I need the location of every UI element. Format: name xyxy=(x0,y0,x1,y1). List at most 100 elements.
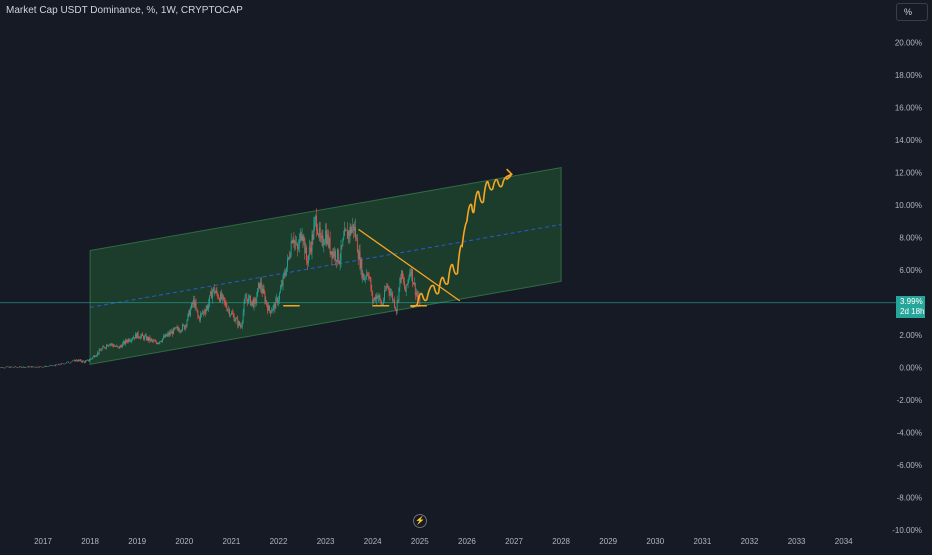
candle-body xyxy=(118,346,120,349)
candle-body xyxy=(132,338,134,340)
candle-body xyxy=(88,360,90,361)
candle-body xyxy=(104,346,105,348)
candle-body xyxy=(339,260,341,264)
candle-body xyxy=(368,276,370,278)
candle-body xyxy=(315,216,317,220)
candle-body xyxy=(407,279,409,285)
candle-body xyxy=(43,366,45,368)
candle-body xyxy=(275,298,277,309)
candle-body xyxy=(351,228,353,234)
candle-body xyxy=(70,361,72,363)
candle-body xyxy=(179,330,181,332)
candle-body xyxy=(109,344,111,345)
candle-body xyxy=(19,366,20,368)
candle-body xyxy=(393,299,394,301)
candle-body xyxy=(83,360,85,362)
candle-body xyxy=(240,325,241,327)
candle-body xyxy=(8,366,9,368)
candle-body xyxy=(74,359,76,362)
candle-body xyxy=(213,287,215,294)
candle-body xyxy=(177,327,179,330)
candle-body xyxy=(267,304,269,311)
candle-body xyxy=(365,273,367,278)
candle-body xyxy=(405,284,407,292)
x-tick-label: 2022 xyxy=(270,537,288,546)
candle-body xyxy=(295,241,297,244)
candle-body xyxy=(416,292,418,296)
candle-body xyxy=(349,227,351,236)
candle-body xyxy=(408,277,410,280)
candle-body xyxy=(34,366,36,368)
candle-body xyxy=(369,277,371,280)
candle-body xyxy=(319,227,321,238)
candle-body xyxy=(176,327,178,328)
candle-body xyxy=(96,352,98,356)
candle-body xyxy=(222,295,224,298)
candle-body xyxy=(207,305,209,309)
candle-body xyxy=(115,346,116,347)
candle-body xyxy=(324,241,326,245)
candle-body xyxy=(159,341,161,343)
candle-body xyxy=(197,311,199,317)
candle-body xyxy=(171,331,173,334)
candle-body xyxy=(318,227,320,236)
y-tick-label: 10.00% xyxy=(895,201,922,210)
candle-body xyxy=(91,358,93,359)
candle-body xyxy=(269,310,271,314)
candle-body xyxy=(355,237,357,239)
candle-body xyxy=(125,339,126,344)
candle-body xyxy=(134,333,136,339)
candle-body xyxy=(290,241,292,255)
candle-body xyxy=(276,297,278,299)
candle-body xyxy=(253,299,255,308)
candle-body xyxy=(258,282,259,289)
candle-body xyxy=(247,298,249,304)
candle-body xyxy=(313,225,315,240)
candle-body xyxy=(383,300,384,305)
candle-body xyxy=(206,305,208,310)
candle-body xyxy=(105,347,106,349)
candle-body xyxy=(279,292,280,301)
candle-body xyxy=(323,244,325,246)
candle-body xyxy=(111,343,113,345)
candle-body xyxy=(120,345,122,347)
candle-body xyxy=(378,295,380,297)
candle-body xyxy=(346,230,348,239)
candle-body xyxy=(47,366,48,367)
candle-body xyxy=(237,318,239,326)
candle-body xyxy=(100,350,102,352)
candle-body xyxy=(382,304,384,306)
candle-body xyxy=(224,300,226,303)
candle-body xyxy=(246,297,248,299)
candle-body xyxy=(167,333,169,335)
candle-body xyxy=(169,332,171,336)
candle-body xyxy=(300,232,302,240)
candle-body xyxy=(283,273,285,276)
candle-body xyxy=(12,366,14,368)
candle-body xyxy=(236,318,238,319)
candle-body xyxy=(289,254,291,258)
candle-body xyxy=(190,308,192,316)
candle-body xyxy=(21,367,23,369)
candle-body xyxy=(92,356,94,359)
candle-body xyxy=(221,295,223,299)
candle-body xyxy=(232,313,234,316)
percent-scale-button[interactable]: % xyxy=(896,3,928,21)
candle-body xyxy=(311,234,313,252)
candle-body xyxy=(202,311,204,314)
candle-body xyxy=(130,340,132,342)
projection-arrowhead xyxy=(505,168,513,178)
candle-body xyxy=(285,275,287,276)
candle-body xyxy=(31,366,33,368)
x-tick-label: 2026 xyxy=(458,537,476,546)
lightning-icon[interactable]: ⚡ xyxy=(413,514,427,528)
candle-body xyxy=(156,343,158,345)
candle-body xyxy=(9,366,10,368)
candle-body xyxy=(128,339,130,342)
candle-body xyxy=(112,343,114,346)
projection-path xyxy=(409,173,513,308)
candle-body xyxy=(3,367,5,369)
candle-body xyxy=(67,361,68,363)
